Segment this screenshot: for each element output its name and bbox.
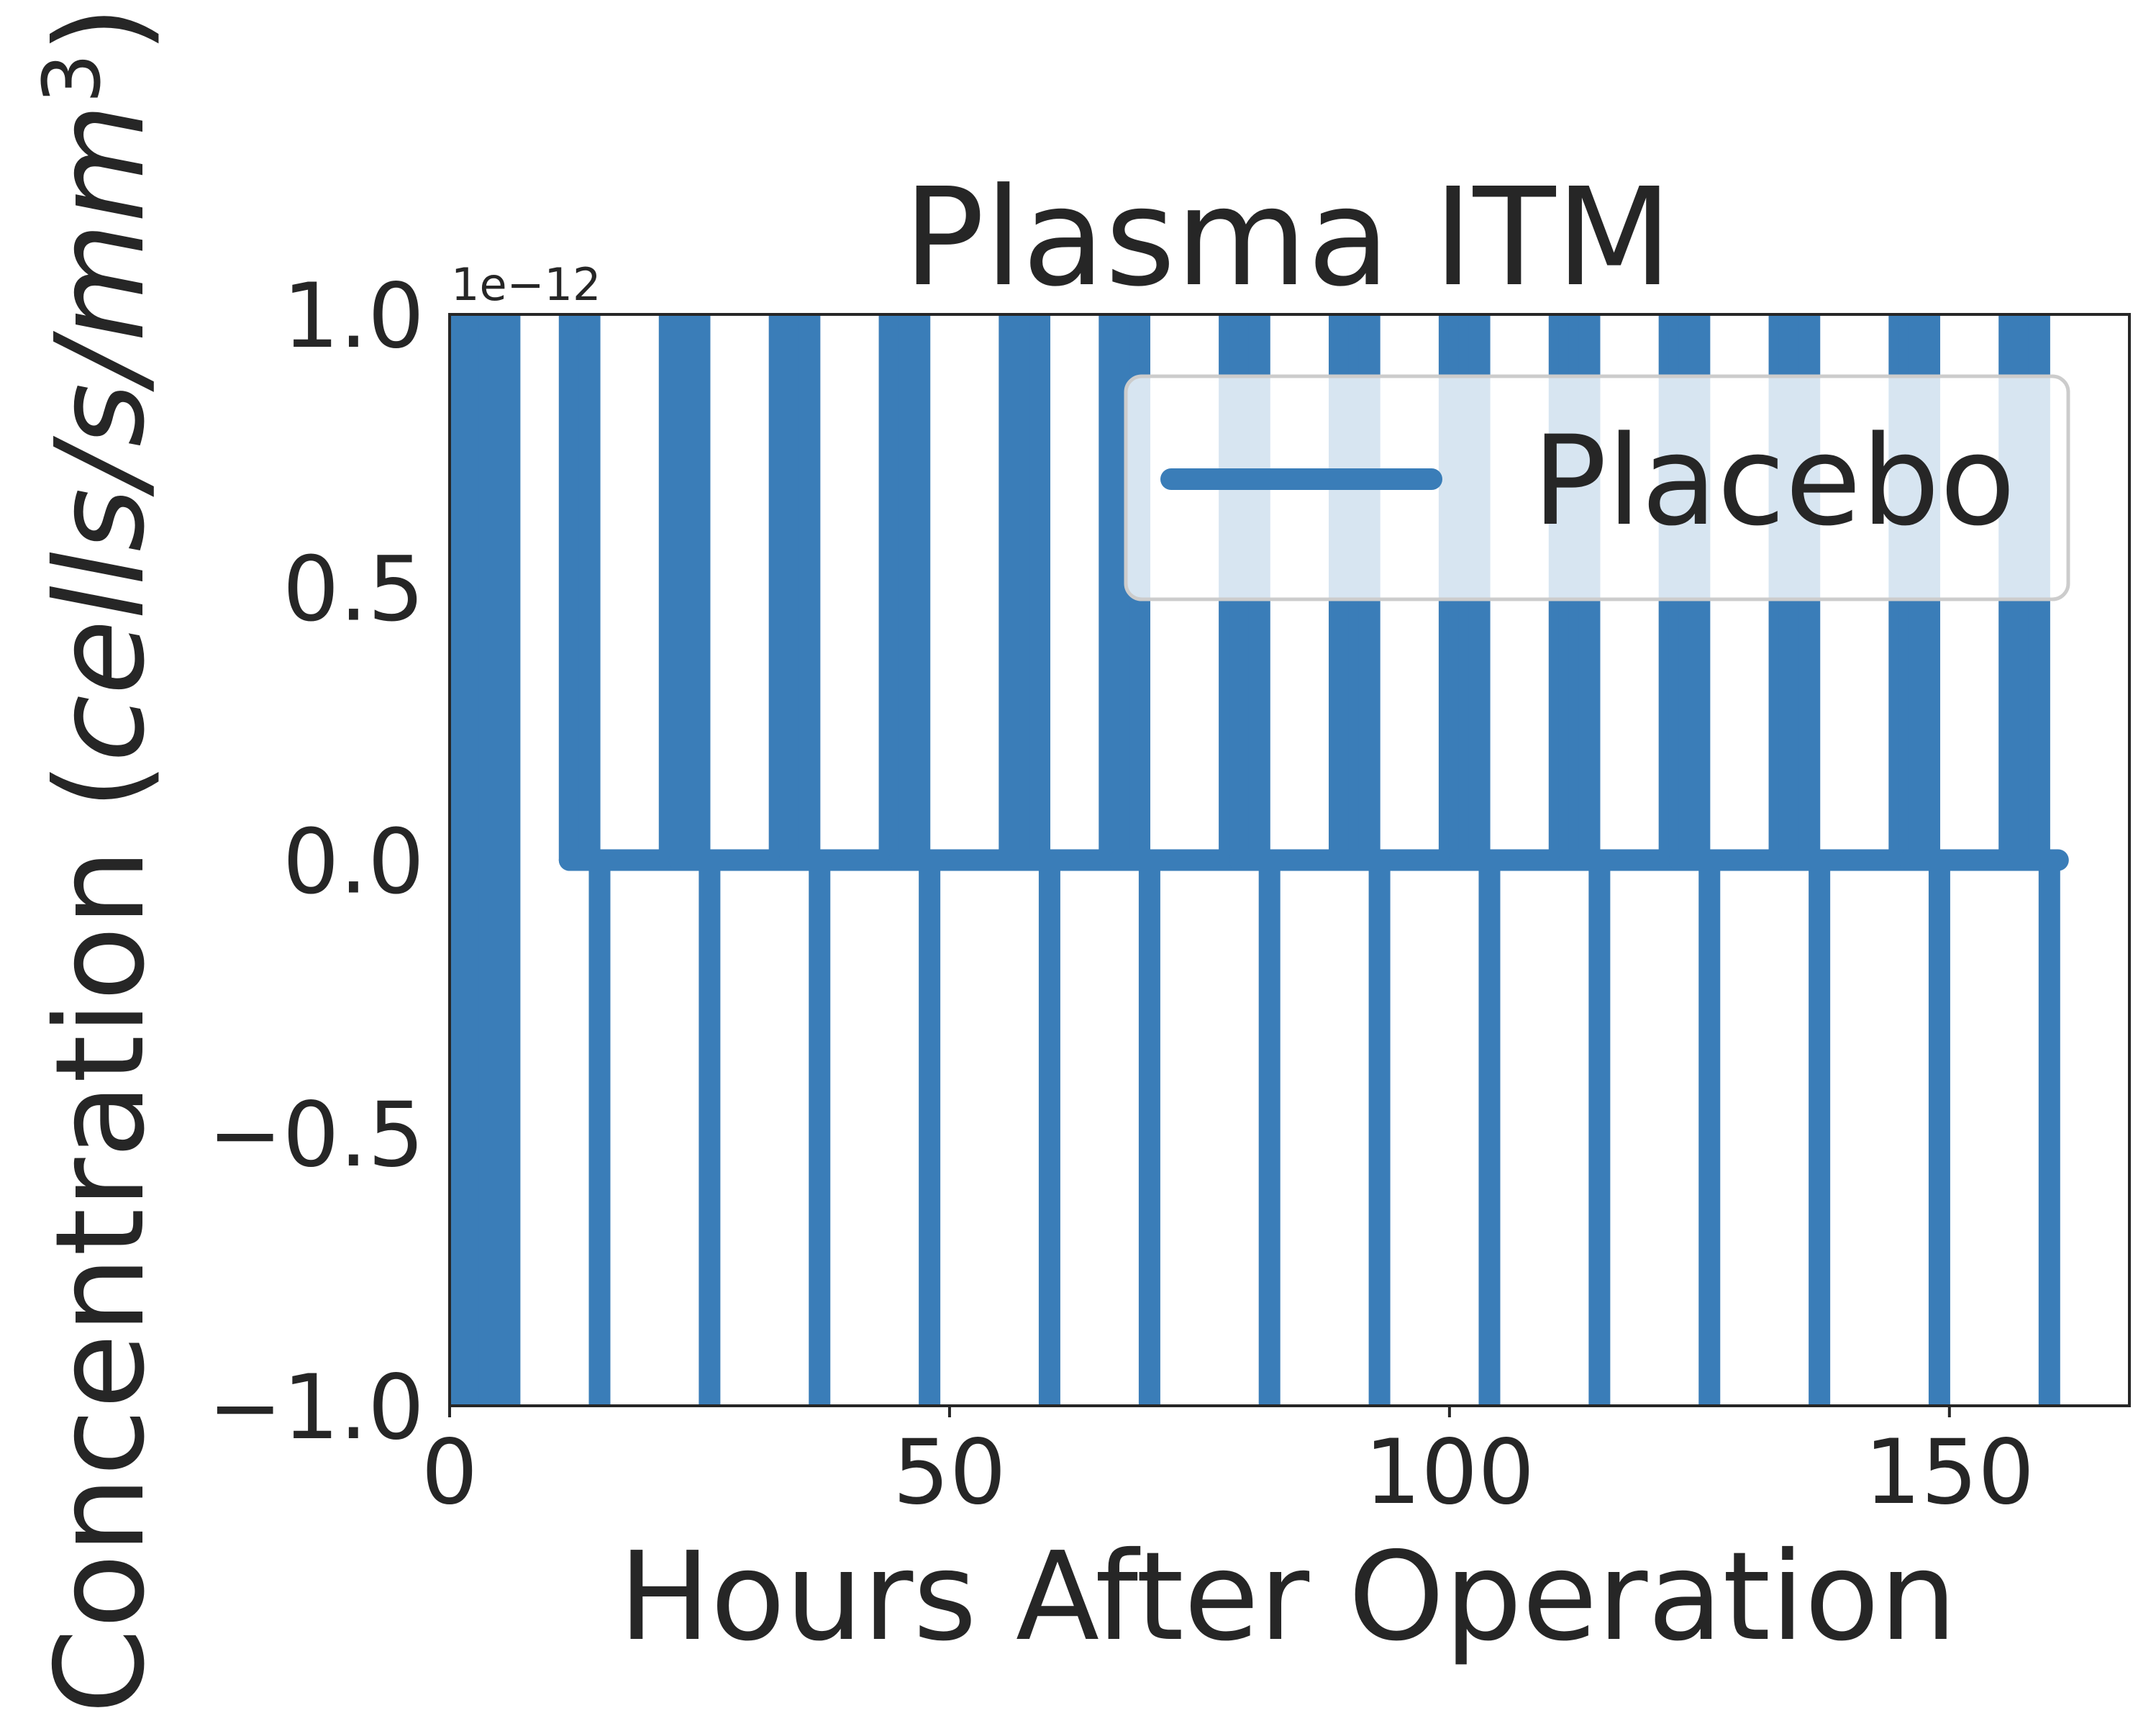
x-axis-label: Hours After Operation xyxy=(619,1526,1957,1668)
x-tick-label: 100 xyxy=(1365,1421,1535,1525)
x-tick-label: 50 xyxy=(893,1421,1006,1525)
y-axis-label-italic: cells/s/mm xyxy=(29,104,172,762)
x-tick-label: 150 xyxy=(1864,1421,2034,1525)
chart-title: Plasma ITM xyxy=(903,159,1672,317)
plot-frame xyxy=(448,313,2131,1407)
y-tick-label: 0.0 xyxy=(283,811,424,914)
y-axis-label-sup: 3 xyxy=(26,53,118,104)
y-axis-label: Concentration (cells/s/mm3) xyxy=(26,6,172,1713)
legend: Placebo xyxy=(1124,374,2070,601)
y-tick-label: −1.0 xyxy=(208,1356,424,1460)
x-axis: 0 50 100 150 xyxy=(422,1406,2034,1525)
x-tick-label: 0 xyxy=(422,1421,478,1525)
y-offset-label: 1e−12 xyxy=(451,258,601,311)
y-axis: −1.0 −0.5 0.0 0.5 1.0 xyxy=(208,265,424,1460)
y-axis-label-post: ) xyxy=(29,6,172,53)
legend-box xyxy=(1124,374,2070,601)
y-axis-label-pre: Concentration ( xyxy=(29,762,172,1713)
legend-label-placebo: Placebo xyxy=(1532,409,2016,553)
y-tick-label: −0.5 xyxy=(208,1083,424,1187)
y-tick-label: 0.5 xyxy=(283,537,424,641)
y-tick-label: 1.0 xyxy=(283,265,424,368)
